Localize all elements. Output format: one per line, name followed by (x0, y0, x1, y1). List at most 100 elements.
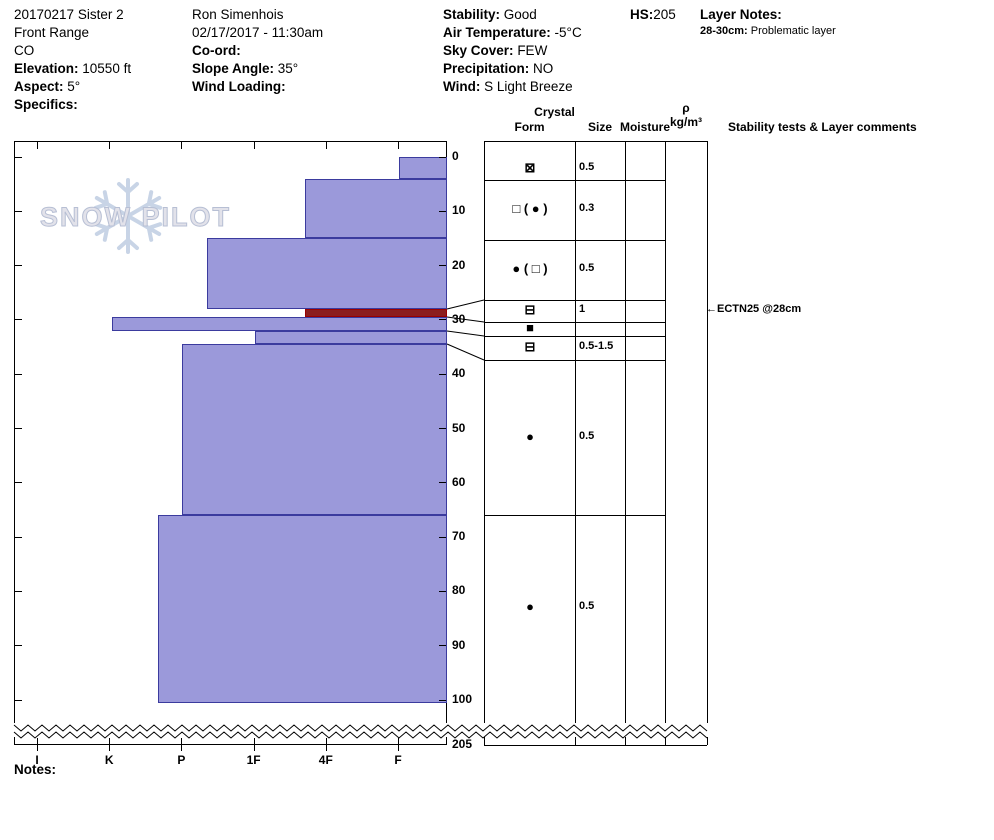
table-vline (625, 141, 626, 745)
crystal-form-symbol: ● ( □ ) (512, 261, 548, 276)
crystal-form-symbol: ⊟ (524, 339, 536, 354)
depth-tick-right (439, 699, 446, 701)
air-temp-value: -5°C (554, 25, 582, 40)
air-temp-label: Air Temperature: (443, 25, 551, 40)
elevation-value: 10550 ft (82, 61, 132, 76)
hardness-tick-bottom (37, 738, 38, 751)
hardness-label: 4F (318, 753, 333, 767)
hardness-bar-layer-1 (399, 157, 447, 179)
slope-angle-value: 35° (277, 61, 299, 76)
coord-line: Co-ord: (192, 42, 323, 60)
precipitation-line: Precipitation: NO (443, 60, 582, 78)
layer-note-depth: 28-30cm: (700, 25, 748, 37)
depth-tick-left (15, 265, 22, 267)
wind-line: Wind: S Light Breeze (443, 78, 582, 96)
depth-label: 40 (452, 366, 466, 381)
header-layer-notes-block: Layer Notes: 28-30cm: Problematic layer (700, 6, 836, 38)
table-row-line (484, 336, 665, 337)
hardness-tick-bottom (253, 738, 255, 751)
snowpilot-watermark: SNOW PILOT (40, 176, 250, 260)
crystal-form-symbol: ● (526, 428, 534, 444)
table-header-density-symbol: ρ (682, 101, 690, 115)
sky-cover-value: FEW (517, 43, 548, 58)
hardness-bar-layer-6 (255, 330, 447, 345)
header-conditions-block: Stability: Good Air Temperature: -5°C Sk… (443, 6, 582, 96)
hardness-label: I (35, 753, 39, 767)
wind-label: Wind: (443, 79, 481, 94)
slope-angle-line: Slope Angle: 35° (192, 60, 323, 78)
table-row-line (484, 360, 665, 361)
slope-angle-label: Slope Angle: (192, 61, 275, 76)
watermark-text: SNOW PILOT (40, 202, 231, 233)
crystal-size-value: 1 (579, 303, 586, 315)
wind-loading-line: Wind Loading: (192, 78, 323, 96)
depth-label: 10 (452, 203, 466, 218)
stability-test-annotation: ←ECTN25 @28cm (706, 303, 801, 315)
hardness-bar-layer-3 (206, 238, 447, 310)
depth-tick-left (15, 536, 22, 538)
header-location-block: 20170217 Sister 2 Front Range CO Elevati… (14, 6, 131, 114)
range-name: Front Range (14, 25, 90, 40)
table-vline (665, 141, 666, 745)
depth-label: 60 (452, 474, 466, 489)
precipitation-value: NO (533, 61, 554, 76)
depth-tick-right (439, 265, 446, 267)
hs-value: 205 (653, 7, 676, 22)
sky-cover-label: Sky Cover: (443, 43, 514, 58)
table-header-moisture: Moisture (619, 120, 670, 134)
coord-label: Co-ord: (192, 43, 241, 58)
crystal-size-value: 0.5 (579, 599, 595, 612)
table-header-crystal: Crystal (534, 105, 575, 119)
layer-row-connector (446, 299, 485, 310)
depth-label: 0 (452, 149, 459, 163)
depth-label-bottom: 205 (452, 737, 473, 751)
layer-notes-title: Layer Notes: (700, 6, 836, 24)
air-temp-line: Air Temperature: -5°C (443, 24, 582, 42)
elevation-label: Elevation: (14, 61, 79, 76)
depth-tick-right (439, 482, 446, 484)
layer-row-connector (446, 330, 485, 337)
header-hs-block: HS:205 (630, 6, 676, 24)
observer-name: Ron Simenhois (192, 7, 284, 22)
depth-tick-left (15, 428, 22, 429)
stability-line: Stability: Good (443, 6, 582, 24)
hardness-label: F (394, 753, 402, 767)
precipitation-label: Precipitation: (443, 61, 530, 76)
table-row-line (484, 180, 665, 181)
depth-label: 30 (452, 311, 466, 326)
specifics-line: Specifics: (14, 96, 131, 114)
depth-label: 20 (452, 257, 466, 272)
hs-line: HS:205 (630, 6, 676, 24)
depth-label: 80 (452, 583, 466, 598)
snowflake-icon (93, 178, 163, 254)
depth-label: 90 (452, 637, 466, 652)
depth-tick-left (15, 319, 22, 321)
hardness-tick-bottom (325, 738, 327, 751)
header-observer-block: Ron Simenhois 02/17/2017 - 11:30am Co-or… (192, 6, 323, 96)
table-row-line (484, 240, 665, 241)
wind-value: S Light Breeze (484, 79, 573, 94)
crystal-size-value: 0.5-1.5 (579, 340, 614, 352)
table-row-line (484, 322, 665, 323)
stability-test-text: ECTN25 @28cm (717, 303, 802, 315)
depth-tick-left (15, 482, 22, 484)
sky-cover-line: Sky Cover: FEW (443, 42, 582, 60)
depth-tick-left (15, 156, 22, 158)
depth-label: 70 (452, 529, 466, 544)
crystal-form-symbol: ■ (526, 320, 534, 335)
aspect-label: Aspect: (14, 79, 64, 94)
crystal-size-value: 0.5 (579, 262, 595, 274)
depth-tick-left (15, 210, 22, 212)
elevation-line: Elevation: 10550 ft (14, 60, 131, 78)
layer-note-text: Problematic layer (750, 25, 836, 37)
table-vline (707, 141, 708, 745)
stability-value: Good (503, 7, 537, 22)
depth-label: 50 (452, 420, 466, 435)
table-row-line (484, 515, 665, 516)
aspect-line: Aspect: 5° (14, 78, 131, 96)
crystal-form-symbol: ● (526, 598, 534, 614)
stability-label: Stability: (443, 7, 501, 22)
table-header-form: Form (514, 120, 545, 134)
wind-loading-label: Wind Loading: (192, 79, 286, 94)
